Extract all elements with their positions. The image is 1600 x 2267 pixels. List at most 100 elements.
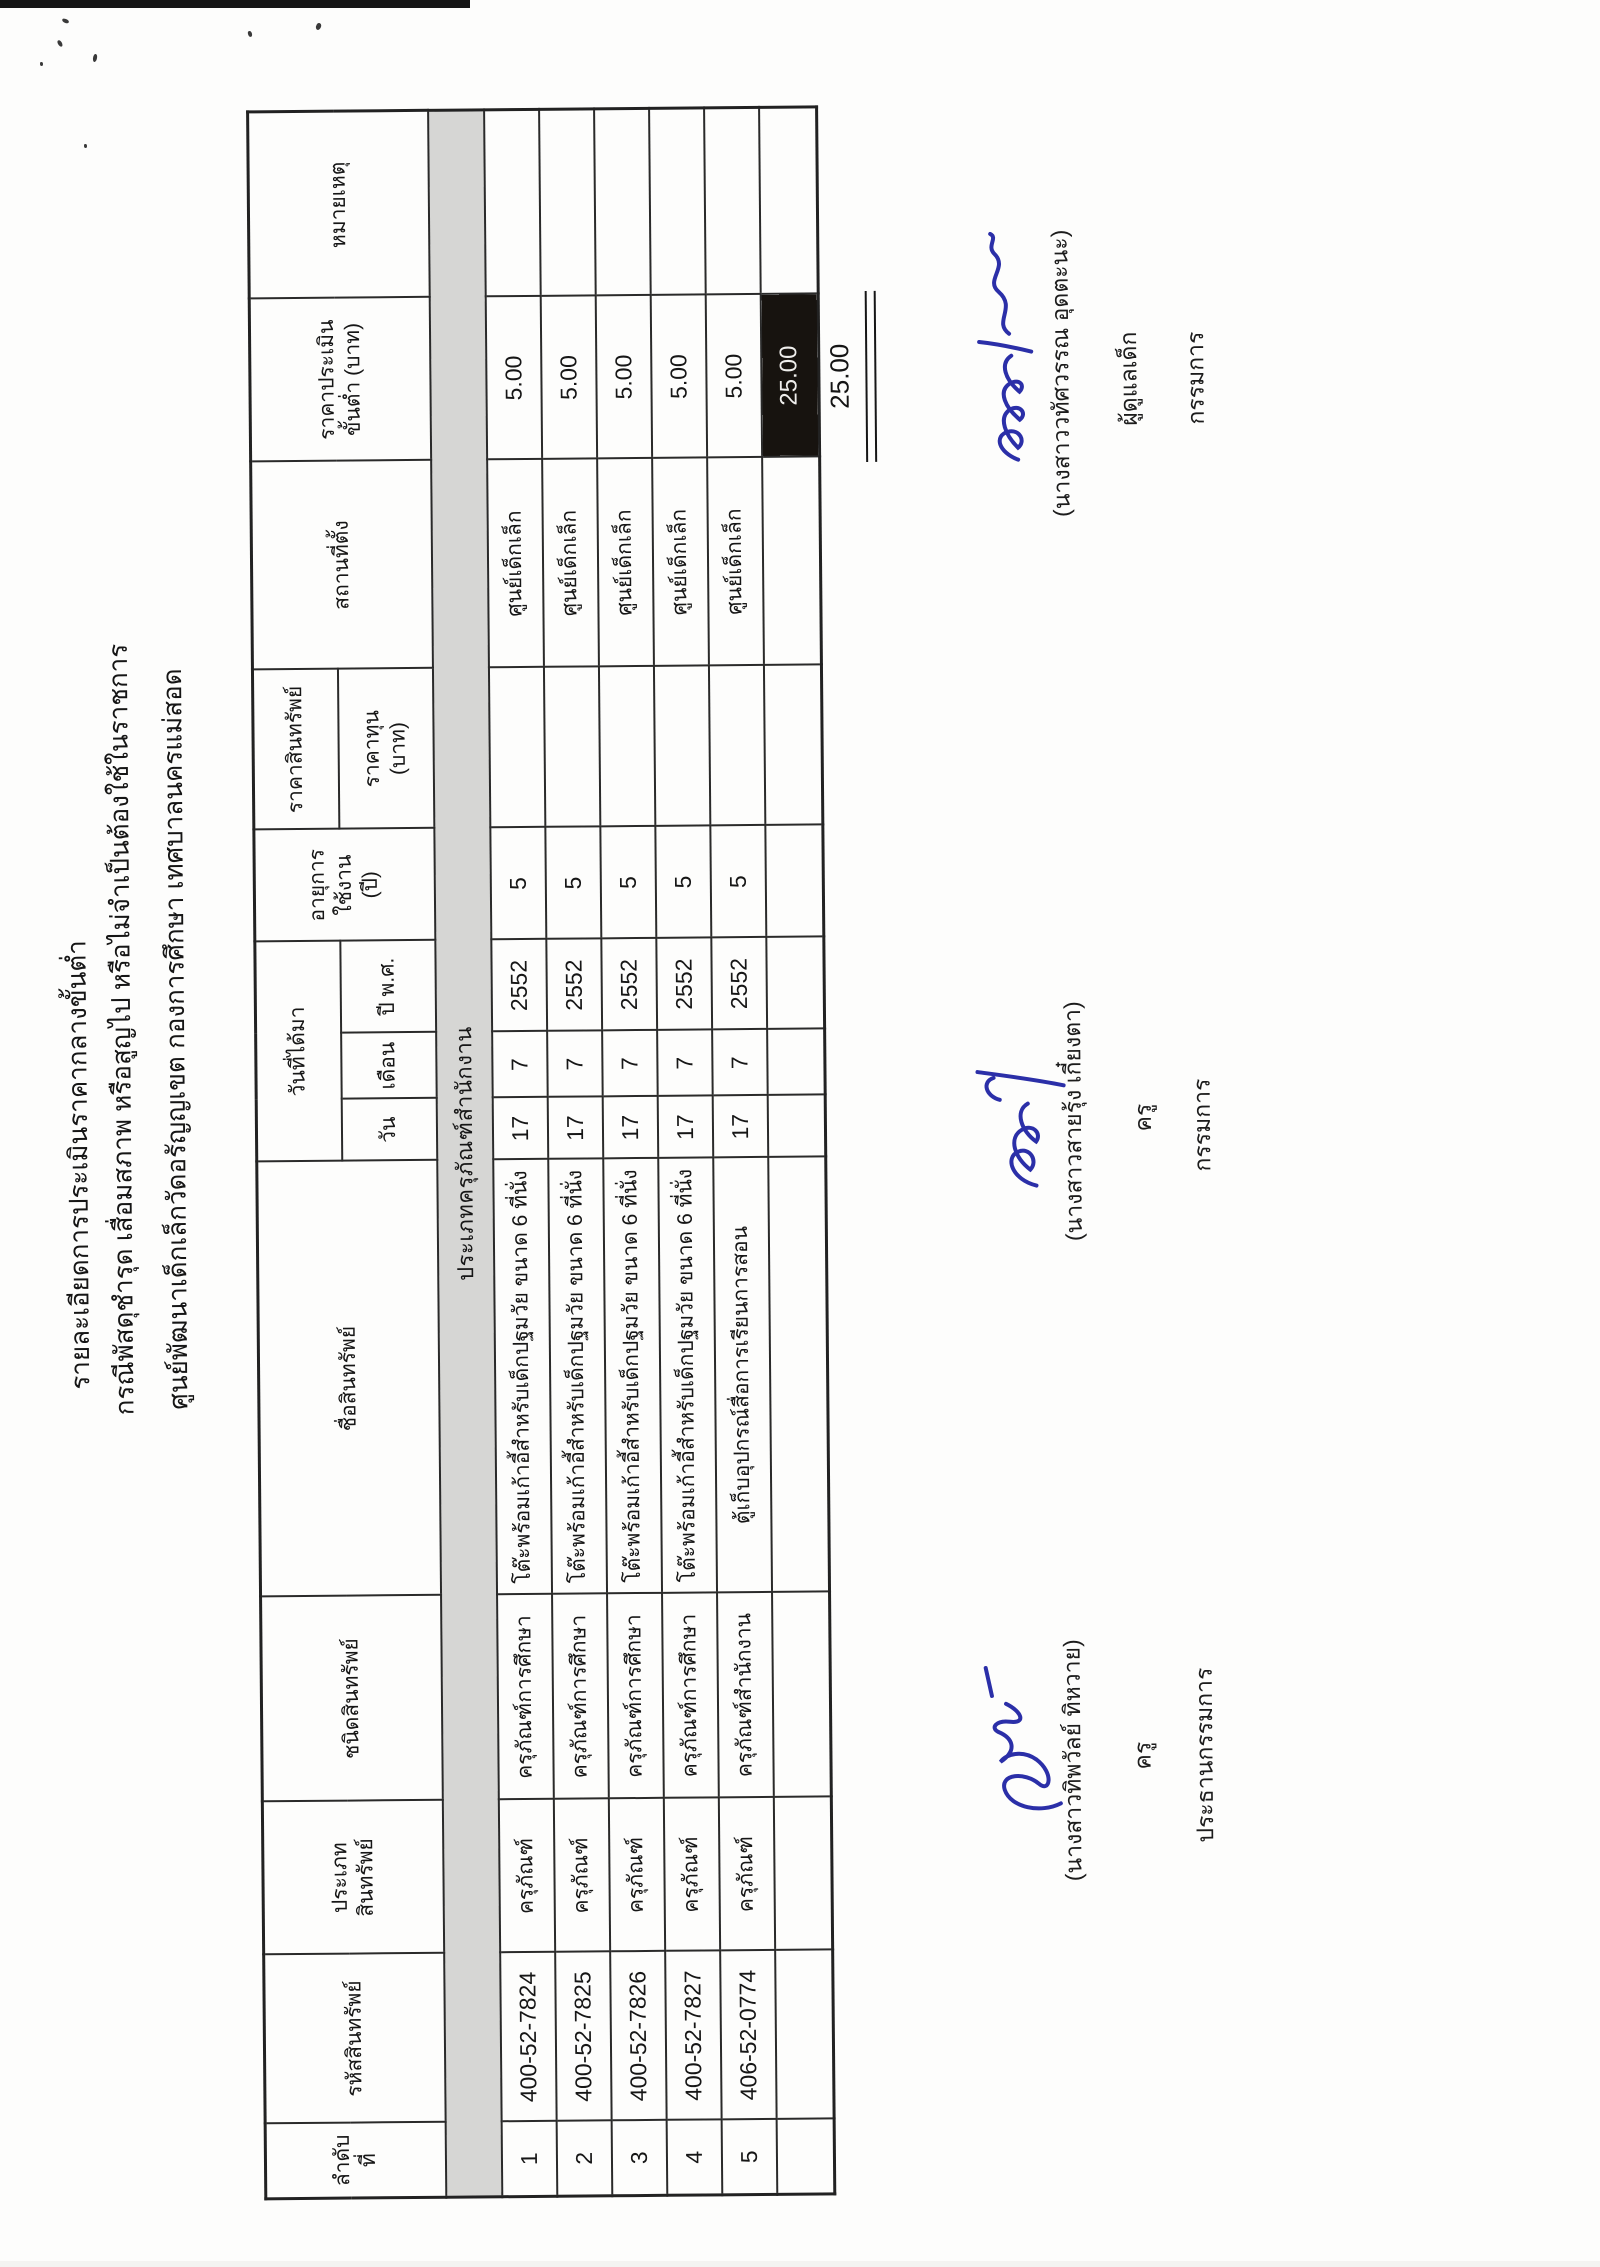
cell-code: 400-52-7827: [664, 1950, 722, 2121]
cell-note: [703, 107, 761, 295]
signature-committee-role: ประธานกรรมการ: [1190, 1667, 1219, 1843]
cell-no: 5: [721, 2119, 777, 2195]
cell-no: 1: [501, 2121, 557, 2197]
column-header-location: สถานที่ตั้ง: [250, 460, 433, 670]
cell-empty: [761, 456, 822, 666]
cell-name: โต๊ะพร้อมเก้าอี้สำหรับเด็กปฐมวัย ขนาด 6 …: [657, 1157, 717, 1594]
column-header-age-line3: (ปี): [358, 871, 382, 899]
cell-min-price: 5.00: [595, 295, 652, 459]
cell-age: 5: [709, 825, 766, 938]
page-title-line-2: กรณีพัสดุชำรุด เสื่อมสภาพ หรือสูญไป หรือ…: [102, 643, 140, 1416]
signature-ink: [977, 231, 1034, 462]
cell-year: 2552: [545, 938, 602, 1032]
cell-category: ครุภัณฑ์: [498, 1799, 555, 1953]
column-header-year: ปี พ.ศ.: [339, 940, 436, 1034]
cell-location: ศูนย์เด็กเล็ก: [541, 458, 599, 668]
grand-total-double-underline: [864, 290, 878, 463]
signature-caption: (นางสาวสายรุ้ง เกี๋ยงตา): [1058, 1001, 1087, 1242]
signature-committee-role: กรรมการ: [1182, 331, 1209, 425]
column-header-day: วัน: [341, 1098, 437, 1162]
cell-name: ตู้เก็บอุปกรณ์สื่อการเรียนการสอน: [712, 1157, 772, 1593]
cell-code: 400-52-7824: [499, 1952, 557, 2122]
column-header-cost-line2: (บาท): [386, 721, 410, 776]
cell-empty: [773, 1796, 833, 1951]
cell-location: ศูนย์เด็กเล็ก: [651, 457, 709, 667]
cell-code: 400-52-7826: [609, 1951, 667, 2121]
cell-empty: [766, 1028, 826, 1096]
cell-age: 5: [654, 825, 711, 939]
cell-cost: [488, 667, 545, 828]
scan-speck: [40, 62, 43, 66]
cell-name: โต๊ะพร้อมเก้าอี้สำหรับเด็กปฐมวัย ขนาด 6 …: [547, 1158, 607, 1595]
cell-age: 5: [544, 826, 601, 940]
signature-role: ครู: [1129, 1741, 1156, 1770]
column-header-cost-line1: ราคาทุน: [360, 710, 384, 788]
cell-year: 2552: [490, 939, 547, 1032]
cell-no: 2: [556, 2120, 612, 2197]
cell-location: ศูนย์เด็กเล็ก: [596, 458, 654, 667]
column-header-asset-price: ราคาสินทรัพย์: [252, 669, 339, 830]
column-header-name: ชื่อสินทรัพย์: [256, 1160, 441, 1597]
column-header-age-line2: ใช้งาน: [332, 854, 356, 916]
signature-ink: [983, 1666, 1063, 1811]
cell-code: 406-52-0774: [719, 1950, 777, 2120]
scan-edge-artifact: [0, 0, 470, 8]
cell-no: 4: [666, 2119, 722, 2196]
column-header-category: ประเภท สินทรัพย์: [262, 1800, 444, 1955]
column-header-category-line2: สินทรัพย์: [353, 1838, 378, 1917]
column-header-date-acquired: วันที่ได้มา: [254, 941, 342, 1162]
cell-location: ศูนย์เด็กเล็ก: [706, 457, 764, 666]
page-title-line-1: รายละเอียดการประเมินราคากลางขั้นต่ำ: [61, 940, 96, 1390]
cell-name: โต๊ะพร้อมเก้าอี้สำหรับเด็กปฐมวัย ขนาด 6 …: [602, 1158, 662, 1594]
cell-cost: [598, 666, 655, 827]
cell-category: ครุภัณฑ์: [553, 1798, 610, 1953]
cell-day: 17: [712, 1095, 768, 1158]
cell-month: 7: [711, 1029, 768, 1096]
column-header-category-line1: ประเภท: [327, 1842, 352, 1914]
cell-category: ครุภัณฑ์: [663, 1797, 720, 1952]
signature-role: ครู: [1129, 1103, 1157, 1132]
column-header-age: อายุการ ใช้งาน (ปี): [253, 828, 435, 942]
cell-min-price: 5.00: [540, 295, 597, 460]
cell-cost: [708, 665, 765, 826]
cell-no: 3: [611, 2120, 667, 2196]
cell-kind: ครุภัณฑ์การศึกษา: [551, 1593, 609, 1800]
cell-month: 7: [601, 1030, 658, 1097]
cell-min-price: 5.00: [485, 296, 542, 460]
column-header-kind: ชนิดสินทรัพย์: [260, 1595, 443, 1802]
column-header-note: หมายเหตุ: [247, 110, 430, 299]
cell-cost: [653, 665, 710, 827]
column-header-min-appraisal-line1: ราคาประเมิน: [314, 319, 339, 440]
signature-caption: (นางสาววทัศวรรณ อุดตะนะ): [1046, 229, 1075, 518]
cell-category: ครุภัณฑ์: [608, 1798, 665, 1952]
cell-month: 7: [656, 1029, 713, 1097]
cell-empty: [758, 106, 819, 295]
cell-month: 7: [491, 1031, 548, 1098]
asset-appraisal-table: ลำดับที่ รหัสสินทรัพย์ ประเภท สินทรัพย์ …: [246, 105, 837, 2201]
column-header-no: ลำดับที่: [265, 2122, 446, 2199]
page-title-line-3: ศูนย์พัฒนาเด็กเล็กวัดอรัญญเขต กองการศึกษ…: [156, 668, 194, 1410]
cell-year: 2552: [600, 938, 657, 1031]
cell-day: 17: [547, 1096, 603, 1160]
cell-kind: ครุภัณฑ์การศึกษา: [606, 1593, 664, 1799]
cell-location: ศูนย์เด็กเล็ก: [486, 459, 544, 668]
grand-total-value: 25.00: [824, 343, 855, 409]
cell-empty: [771, 1591, 832, 1798]
cell-day: 17: [657, 1095, 713, 1159]
cell-empty: [767, 1156, 830, 1593]
signature-role: ผู้ดูแลเด็ก: [1115, 331, 1142, 426]
cell-month: 7: [546, 1030, 603, 1098]
cell-year: 2552: [655, 937, 712, 1031]
cell-age: 5: [599, 826, 656, 939]
cell-category: ครุภัณฑ์: [718, 1797, 775, 1951]
cell-age: 5: [489, 827, 546, 940]
cell-min-price: 5.00: [705, 294, 762, 458]
cell-note: [648, 107, 706, 296]
cell-cost: [543, 666, 600, 828]
cell-year: 2552: [710, 937, 767, 1030]
cell-note: [593, 108, 651, 296]
column-header-min-appraisal: ราคาประเมิน ขั้นต่ำ (บาท): [249, 297, 431, 462]
